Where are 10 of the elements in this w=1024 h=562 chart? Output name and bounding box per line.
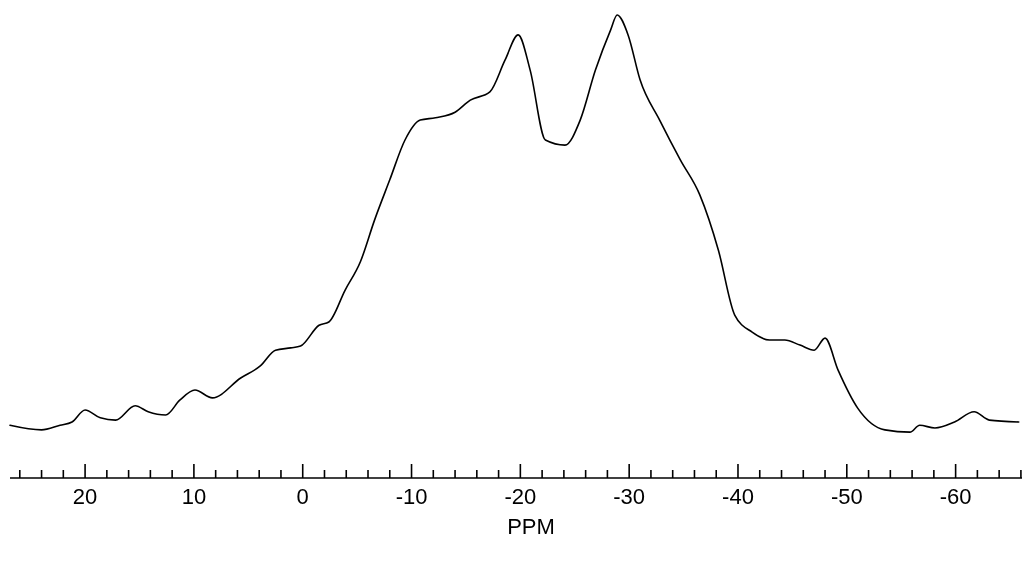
x-tick-label: 10 <box>181 484 207 509</box>
x-tick-label: -20 <box>504 484 537 509</box>
x-tick-label: 0 <box>296 484 309 509</box>
x-tick-label: -60 <box>939 484 972 509</box>
x-tick-label: -30 <box>613 484 646 509</box>
x-tick-label: -40 <box>722 484 754 509</box>
x-tick-label: -10 <box>395 484 428 509</box>
x-axis-title: PPM <box>507 514 555 539</box>
x-tick-label: -50 <box>830 484 863 509</box>
x-tick-label: 20 <box>72 484 98 509</box>
